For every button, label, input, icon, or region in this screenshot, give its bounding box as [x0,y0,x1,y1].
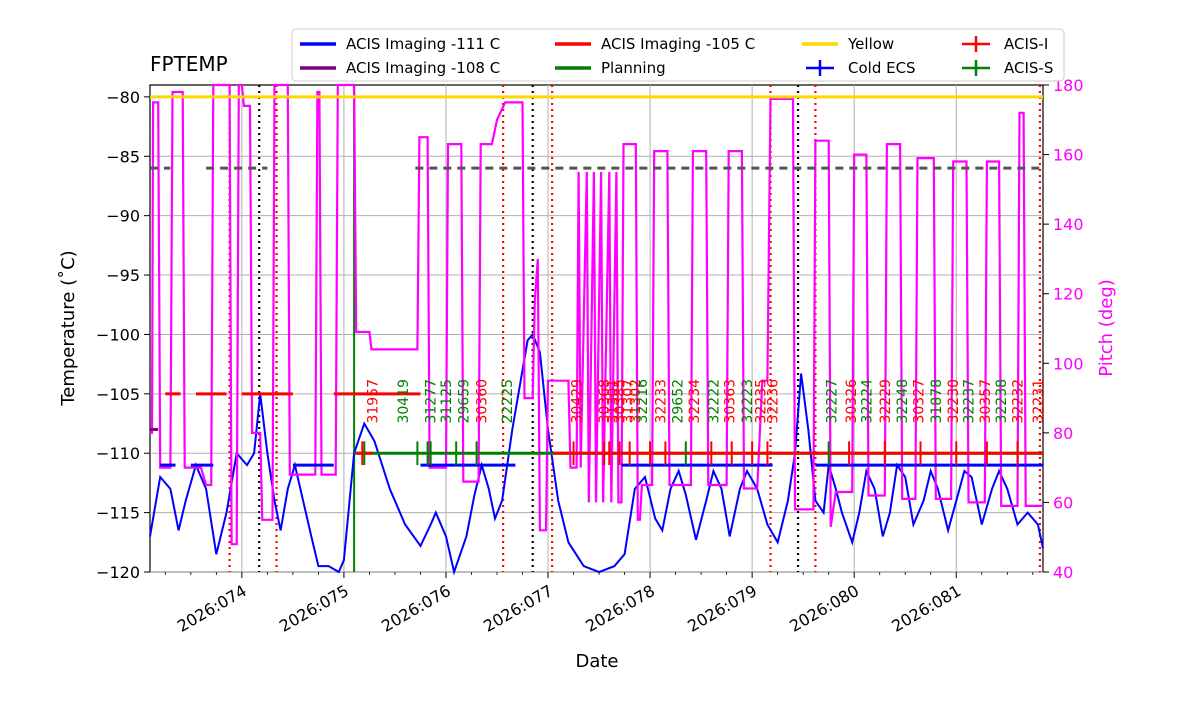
x-tick-label: 2026:081 [888,581,964,636]
obsid-label: 30327 [911,379,927,424]
legend-label: ACIS Imaging -111 C [346,35,500,53]
y2-tick-label: 140 [1053,215,1084,234]
x-tick-label: 2026:076 [378,581,454,636]
y-tick-label: −110 [96,444,140,463]
obsid-label: 32233 [653,379,669,424]
obsid-label: 32229 [878,379,894,424]
y-tick-label: −85 [106,147,140,166]
y2-tick-label: 120 [1053,285,1084,304]
legend-box [291,28,1065,82]
x-axis-label: Date [575,651,618,672]
series-line-pitch [150,83,1043,546]
y-axis: −120 −115 −110 −105 −100 −95 −90 −85 −80 [96,88,150,582]
obsid-label: 32231 [1031,379,1047,424]
obsid-label: 32248 [895,379,911,424]
legend-label: Planning [601,59,666,77]
y-tick-label: −100 [96,325,140,344]
obsid-label: 32237 [961,379,977,424]
legend-label: ACIS-S [1004,59,1053,77]
obsid-label: 32234 [687,379,703,424]
obsid-label: 31307 [621,379,637,424]
x-tick-label: 2026:078 [582,581,658,636]
y-tick-label: −120 [96,563,140,582]
obsid-label: 32235 [753,379,769,424]
y2-tick-label: 160 [1053,146,1084,165]
x-tick-label: 2026:075 [276,581,352,636]
obsid-label: 29659 [456,379,472,424]
y-tick-label: −95 [106,266,140,285]
obsid-markers [361,441,1019,466]
legend-label: ACIS Imaging -108 C [346,59,500,77]
chart-title: FPTEMP [150,52,228,76]
obsid-label: 30368 [597,379,613,424]
obsid-label: 32236 [766,379,782,424]
obsid-label: 30360 [475,379,491,424]
y-axis-label: Temperature (˚C) [58,250,79,406]
obsid-label: 31125 [439,379,455,424]
obsid-label: 32222 [706,379,722,424]
obsid-label: 32224 [859,379,875,424]
obsid-label: 31302 [628,379,644,424]
obsid-label: 31878 [929,379,945,424]
y-tick-label: −90 [106,207,140,226]
obsid-label: 22225 [500,379,516,424]
obsid-label: 31957 [365,379,381,424]
obsid-label: 30385 [612,379,628,424]
obsid-label: 30419 [396,379,412,424]
y-tick-label: −80 [106,88,140,107]
obsid-label: 32232 [1010,379,1026,424]
obsid-label: 30429 [570,379,586,424]
series-lines [149,83,1044,576]
legend: ACIS Imaging -111 C ACIS Imaging -108 C AC… [291,28,1065,82]
y2-tick-label: 80 [1053,424,1073,443]
series-line-fptemp [149,332,1044,576]
legend-label: Cold ECS [848,59,916,77]
y2-axis-label: Pitch (deg) [1096,279,1117,377]
legend-label: Yellow [847,35,894,53]
x-tick-label: 2026:074 [174,581,250,636]
x-tick-label: 2026:077 [480,581,556,636]
x-tick-label: 2026:080 [786,581,862,636]
obsid-label: 32238 [994,379,1010,424]
obsid-annotations: 31957 30419 31277 31125 29659 30360 22225 30429… [365,379,1046,424]
obsid-label: 30326 [844,379,860,424]
obsid-label: 32223 [740,379,756,424]
y-tick-label: −105 [96,385,140,404]
obsid-label: 31301 [605,379,621,424]
y2-tick-label: 40 [1053,563,1073,582]
obsid-label: 31277 [424,379,440,424]
y2-tick-label: 60 [1053,493,1073,512]
x-tick-label: 2026:079 [684,581,760,636]
x-axis: 2026:074 2026:075 2026:076 2026:077 2026:078… [164,572,1034,636]
legend-label: ACIS-I [1004,35,1048,53]
y2-tick-label: 100 [1053,354,1084,373]
obsid-label: 32216 [635,379,651,424]
y-tick-label: −115 [96,504,140,523]
obsid-label: 30363 [723,379,739,424]
legend-label: ACIS Imaging -105 C [601,35,755,53]
obsid-label: 32227 [825,379,841,424]
obsid-label: 30357 [978,379,994,424]
obsid-label: 32230 [946,379,962,424]
obsid-label: 29652 [671,379,687,424]
